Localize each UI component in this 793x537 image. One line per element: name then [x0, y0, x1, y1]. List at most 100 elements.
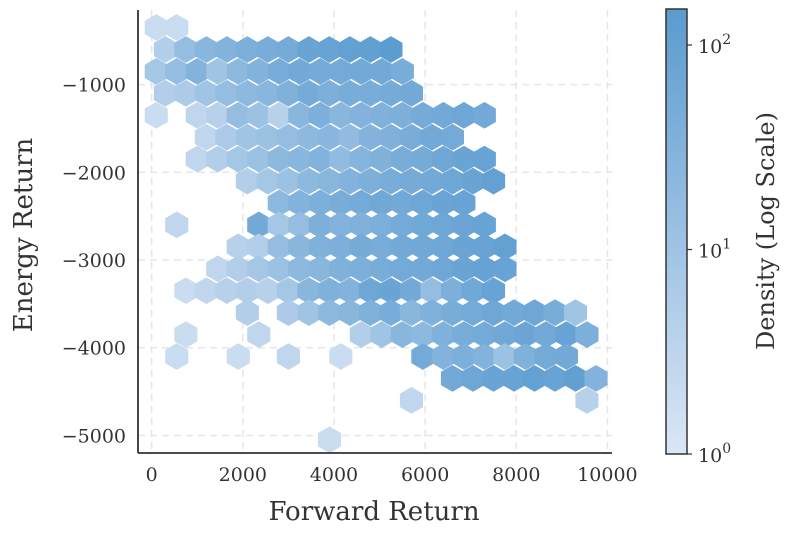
hexbin-cell	[153, 36, 177, 63]
hexbin-cell	[481, 167, 506, 195]
hexbin-cell	[338, 123, 362, 151]
hexbin-cell	[554, 343, 579, 370]
hexbin-cell	[317, 123, 342, 151]
hexbin-cell	[502, 299, 526, 326]
hexbin-cell	[308, 145, 332, 173]
hexbin-cell	[235, 299, 259, 326]
hexbin-cell	[153, 79, 177, 107]
hexbin-cell	[513, 343, 538, 370]
hexbin-cell	[452, 145, 476, 173]
hexbin-cell	[215, 123, 239, 151]
hexbin-cell	[276, 36, 301, 63]
hexbin-cell	[226, 343, 250, 370]
hexbin-cell	[226, 101, 250, 129]
hexbin-cell	[481, 299, 506, 326]
hexbin-cell	[472, 101, 496, 129]
hexbin-cell	[226, 145, 250, 173]
y-tick-label: −2000	[62, 162, 126, 184]
hexbin-cell	[543, 365, 567, 392]
hexbin-cell	[165, 343, 189, 370]
hexbin-cell	[575, 321, 599, 348]
hexbin-cell	[247, 321, 271, 348]
hexbin-cell	[165, 58, 189, 85]
hexbin-cell	[390, 321, 414, 348]
hexbin-cell	[431, 101, 455, 129]
hexbin-cell	[317, 36, 342, 63]
hexbin-cells	[144, 14, 608, 454]
hexbin-cell	[288, 58, 312, 85]
hexbin-cell	[267, 58, 291, 85]
hexbin-cell	[194, 36, 218, 63]
hexbin-cell	[317, 426, 342, 454]
y-axis-label: Energy Return	[9, 138, 39, 333]
hexbin-cell	[370, 255, 394, 283]
colorbar-tick-label: 100	[698, 441, 731, 467]
x-axis-label: Forward Return	[268, 497, 479, 527]
hexbin-cell	[297, 299, 321, 326]
hexbin-cell	[349, 101, 373, 129]
plot-axes	[137, 10, 612, 454]
colorbar: 100 101 102 Density (Log Scale)	[665, 8, 780, 467]
hexbin-cell	[481, 365, 506, 392]
hexbin-cell	[165, 211, 189, 239]
hexbin-cell	[399, 387, 424, 414]
hexbin-cell	[144, 14, 168, 41]
hexbin-cell	[440, 365, 465, 392]
hexbin-cell	[297, 123, 321, 151]
hexbin-cell	[370, 321, 394, 348]
x-tick-label: 6000	[401, 464, 449, 486]
hexbin-cell	[288, 145, 312, 173]
hexbin-cell	[522, 365, 547, 392]
hexbin-cell	[411, 145, 435, 173]
hexbin-cell	[256, 36, 280, 63]
colorbar-gradient	[665, 8, 688, 455]
x-tick-label: 0	[146, 464, 158, 486]
hexbin-cell	[338, 299, 362, 326]
hexbin-cell	[329, 58, 353, 85]
hexbin-cell	[215, 277, 239, 305]
hexbin-cell	[338, 36, 362, 63]
hexbin-cell	[235, 123, 259, 151]
hexbin-cell	[235, 36, 259, 63]
hexbin-cell	[247, 58, 271, 85]
hexbin-cell	[440, 299, 465, 326]
hexbin-cell	[144, 101, 168, 129]
x-tick-label: 4000	[310, 464, 358, 486]
x-tick-label: 10000	[577, 464, 637, 486]
hexbin-cell	[349, 145, 373, 173]
hexbin-cell	[370, 101, 394, 129]
hexbin-cell	[399, 79, 424, 107]
hexbin-cell	[399, 299, 424, 326]
hexbin-cell	[329, 101, 353, 129]
hexbin-cell	[522, 299, 547, 326]
hexbin-cell	[317, 299, 342, 326]
hexbin-cell	[288, 101, 312, 129]
hexbin-cell	[276, 123, 301, 151]
hexbin-cell	[390, 101, 414, 129]
hexbin-cell	[563, 299, 588, 326]
hexbin-cell	[206, 58, 230, 85]
hexbin-cell	[358, 299, 383, 326]
hexbin-cell	[431, 145, 455, 173]
hexbin-cell	[185, 145, 209, 173]
hexbin-cell	[358, 36, 383, 63]
hexbin-cell	[297, 79, 321, 107]
hexbin-cell	[174, 321, 198, 348]
x-tick-label: 2000	[219, 464, 267, 486]
hexbin-cell	[297, 36, 321, 63]
hexbin-cell	[452, 101, 476, 129]
hexbin-cell	[379, 36, 403, 63]
y-axis-ticks: −1000 −2000 −3000 −4000 −5000	[62, 75, 126, 448]
hexbin-cell	[247, 101, 271, 129]
hexbin-cell	[256, 123, 280, 151]
colorbar-label: Density (Log Scale)	[752, 112, 780, 350]
hexbin-cell	[543, 299, 567, 326]
hexbin-cell	[247, 145, 271, 173]
x-axis-ticks: 0 2000 4000 6000 8000 10000	[146, 464, 638, 486]
y-tick-label: −4000	[62, 338, 126, 360]
hexbin-cell	[493, 255, 517, 283]
hexbin-cell	[194, 123, 218, 151]
hexbin-cell	[297, 167, 321, 195]
y-tick-label: −1000	[62, 75, 126, 97]
hexbin-cell	[206, 101, 230, 129]
